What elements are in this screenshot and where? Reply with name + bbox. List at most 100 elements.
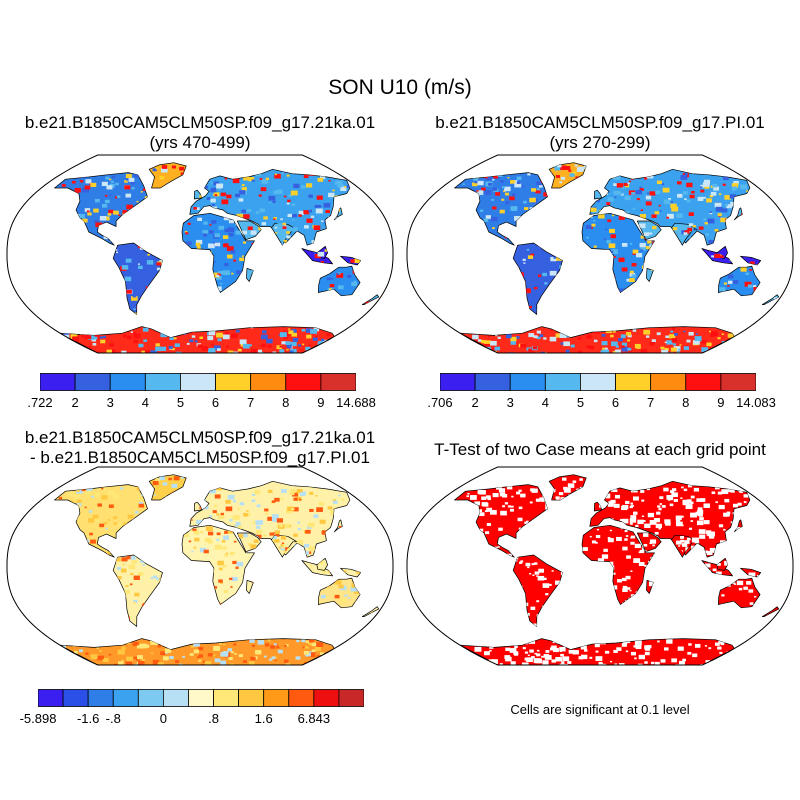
- texture-cell: [117, 523, 123, 528]
- texture-cell: [290, 488, 296, 493]
- texture-cell: [260, 334, 268, 340]
- texture-cell: [589, 328, 592, 330]
- texture-cell: [250, 544, 257, 549]
- texture-cell: [531, 188, 537, 192]
- texture-cell: [706, 534, 710, 536]
- texture-cell: [198, 646, 204, 651]
- texture-cell: [629, 522, 633, 525]
- texture-cell: [159, 306, 163, 311]
- texture-cell: [168, 477, 172, 481]
- texture-cell: [727, 280, 733, 284]
- texture-cell: [610, 250, 614, 254]
- texture-cell: [444, 226, 447, 228]
- texture-cell: [534, 652, 537, 655]
- texture-cell: [255, 172, 262, 177]
- texture-cell: [559, 252, 563, 256]
- texture-cell: [112, 330, 117, 334]
- colorbar-box: [263, 689, 290, 707]
- texture-cell: [608, 592, 614, 596]
- texture-cell: [251, 179, 255, 182]
- texture-cell: [668, 227, 672, 230]
- texture-cell: [280, 218, 283, 221]
- texture-cell: [340, 186, 347, 192]
- texture-cell: [251, 269, 254, 273]
- texture-cell: [173, 476, 180, 481]
- texture-cell: [640, 349, 648, 353]
- texture-cell: [271, 500, 276, 503]
- texture-cell: [621, 346, 629, 352]
- texture-cell: [126, 177, 131, 181]
- texture-cell: [113, 210, 119, 215]
- texture-cell: [213, 181, 220, 186]
- texture-cell: [487, 497, 491, 501]
- significance-note: Cells are significant at 0.1 level: [510, 702, 690, 717]
- texture-cell: [256, 550, 261, 552]
- texture-cell: [259, 177, 263, 180]
- texture-cell: [211, 220, 217, 224]
- texture-cell: [267, 516, 274, 521]
- colorbar-box: [215, 373, 252, 391]
- texture-cell: [70, 217, 74, 221]
- texture-cell: [531, 656, 535, 659]
- texture-cell: [187, 527, 193, 532]
- texture-cell: [361, 591, 364, 593]
- texture-cell: [537, 552, 542, 556]
- texture-cell: [624, 195, 631, 201]
- texture-cell: [114, 557, 121, 562]
- texture-cell: [679, 660, 685, 665]
- texture-cell: [367, 208, 371, 211]
- texture-cell: [668, 555, 675, 558]
- texture-cell: [220, 192, 226, 197]
- texture-cell: [300, 349, 304, 352]
- texture-cell: [502, 505, 506, 508]
- texture-cell: [528, 348, 534, 353]
- texture-cell: [34, 550, 37, 552]
- texture-cell: [182, 558, 187, 562]
- texture-cell: [734, 198, 738, 201]
- texture-cell: [67, 207, 74, 212]
- texture-cell: [257, 349, 262, 353]
- texture-cell: [326, 269, 331, 273]
- texture-cell: [563, 608, 569, 612]
- texture-cell: [190, 578, 195, 582]
- texture-cell: [647, 645, 652, 649]
- texture-cell: [199, 499, 206, 505]
- texture-cell: [563, 624, 567, 627]
- texture-cell: [134, 528, 140, 532]
- texture-cell: [469, 531, 473, 534]
- texture-cell: [52, 556, 54, 558]
- texture-cell: [589, 535, 592, 538]
- texture-cell: [110, 180, 114, 183]
- texture-cell: [543, 266, 547, 269]
- texture-cell: [622, 585, 628, 590]
- texture-cell: [754, 552, 758, 555]
- texture-cell: [666, 495, 674, 500]
- texture-cell: [586, 248, 590, 252]
- texture-cell: [627, 347, 632, 351]
- texture-cell: [281, 545, 286, 549]
- texture-cell: [150, 350, 158, 353]
- texture-cell: [196, 519, 203, 525]
- texture-cell: [255, 211, 260, 214]
- texture-cell: [182, 655, 185, 658]
- texture-cell: [193, 579, 197, 582]
- texture-cell: [643, 543, 648, 547]
- texture-cell: [154, 293, 161, 298]
- texture-cell: [551, 659, 556, 663]
- texture-cell: [286, 235, 291, 239]
- texture-cell: [136, 200, 139, 203]
- texture-cell: [130, 182, 135, 185]
- texture-cell: [284, 523, 291, 529]
- texture-cell: [192, 494, 196, 498]
- texture-cell: [214, 658, 221, 663]
- texture-cell: [630, 502, 634, 505]
- texture-cell: [187, 222, 191, 225]
- texture-cell: [328, 179, 331, 182]
- texture-cell: [222, 482, 226, 484]
- texture-cell: [740, 238, 747, 244]
- texture-cell: [543, 302, 549, 307]
- texture-cell: [136, 236, 142, 240]
- texture-cell: [126, 254, 130, 256]
- texture-cell: [555, 496, 560, 500]
- texture-cell: [383, 228, 388, 231]
